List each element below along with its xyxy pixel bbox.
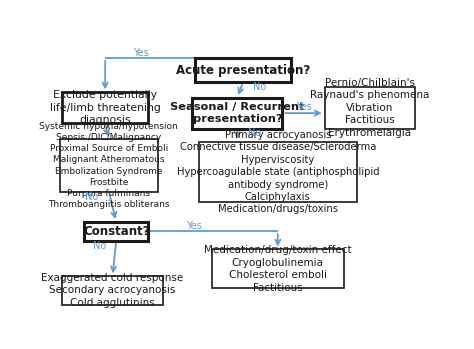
- Text: Yes: Yes: [133, 48, 149, 58]
- Text: Yes: Yes: [296, 102, 311, 112]
- Text: No: No: [253, 82, 266, 92]
- Text: Exaggerated cold response
Secondary acrocyanosis
Cold agglutinins: Exaggerated cold response Secondary acro…: [41, 273, 183, 308]
- Bar: [212, 250, 344, 288]
- Text: No: No: [92, 240, 106, 251]
- Text: Constant?: Constant?: [83, 225, 149, 238]
- Text: Medication/drug/toxin effect
Cryoglobulinemia
Cholesterol emboli
Factitious: Medication/drug/toxin effect Cryoglobuli…: [204, 245, 352, 292]
- Text: Acute presentation?: Acute presentation?: [176, 64, 310, 76]
- Bar: [60, 139, 157, 192]
- Bar: [325, 87, 415, 128]
- Text: Yes: Yes: [186, 222, 201, 231]
- Text: Seasonal / Recurrent
presentation?: Seasonal / Recurrent presentation?: [170, 102, 305, 124]
- Bar: [199, 142, 357, 202]
- Text: Primary acrocyanosis
Connective tissue disease/Scleroderma
Hyperviscosity
Hyperc: Primary acrocyanosis Connective tissue d…: [176, 130, 379, 214]
- Bar: [84, 222, 148, 241]
- Text: No: No: [248, 128, 261, 139]
- Bar: [192, 98, 283, 128]
- Text: No: No: [85, 192, 99, 201]
- Bar: [62, 92, 148, 123]
- Text: Systemic hypoxia/hypotension
Sepsis /DIC/Malignancy
Proximal Source of Emboli
Ma: Systemic hypoxia/hypotension Sepsis /DIC…: [39, 122, 178, 209]
- Text: Pernio/Chilblain's
Raynaud's phenomena
Vibration
Factitious
Erythromelalgia: Pernio/Chilblain's Raynaud's phenomena V…: [310, 78, 429, 138]
- Text: Exclude potentially
life/limb threatening
diagnosis: Exclude potentially life/limb threatenin…: [50, 90, 161, 125]
- Bar: [195, 58, 291, 82]
- Bar: [62, 276, 163, 305]
